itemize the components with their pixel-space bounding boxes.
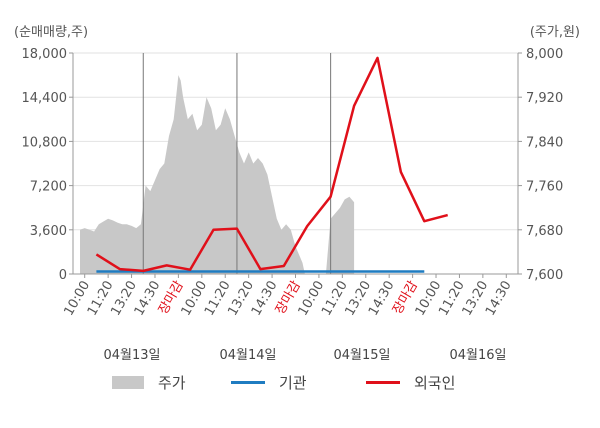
series-area-0: [80, 75, 355, 274]
right-tick-label: 7,840: [526, 135, 563, 150]
left-tick-label: 3,600: [30, 224, 67, 239]
chart-canvas: 18,000 14,400 10,800 7,200 3,600 0 8,000 7,920 7…: [14, 25, 580, 363]
right-axis-unit: (주가,원): [530, 25, 580, 40]
left-tick-label: 0: [59, 268, 67, 283]
date-label: 04월15일: [333, 348, 390, 363]
right-tick-label: 7,760: [526, 180, 563, 195]
right-tick-label: 7,680: [526, 224, 563, 239]
legend-label-foreigner: 외국인: [414, 374, 456, 392]
legend-item-price: 주가: [112, 372, 186, 393]
legend-swatch-price: [112, 376, 144, 389]
legend-swatch-institution: [231, 381, 265, 384]
left-tick-label: 7,200: [30, 180, 67, 195]
left-tick-label: 14,400: [22, 91, 68, 106]
legend-label-institution: 기관: [279, 374, 307, 392]
left-tick-label: 18,000: [22, 47, 68, 62]
legend-item-institution: 기관: [231, 372, 307, 393]
date-label: 04월13일: [103, 348, 160, 363]
legend-swatch-foreigner: [366, 381, 400, 384]
date-label: 04월16일: [449, 348, 506, 363]
chart-legend: 주가 기관 외국인: [0, 372, 600, 402]
date-label: 04월14일: [219, 348, 276, 363]
series-line-2: [95, 56, 449, 273]
legend-item-foreigner: 외국인: [366, 372, 455, 393]
right-tick-label: 8,000: [526, 47, 563, 62]
right-tick-label: 7,920: [526, 91, 563, 106]
right-tick-label: 7,600: [526, 268, 563, 283]
legend-label-price: 주가: [158, 374, 186, 392]
left-axis-unit: (순매매량,주): [14, 25, 88, 40]
left-tick-label: 10,800: [22, 135, 68, 150]
